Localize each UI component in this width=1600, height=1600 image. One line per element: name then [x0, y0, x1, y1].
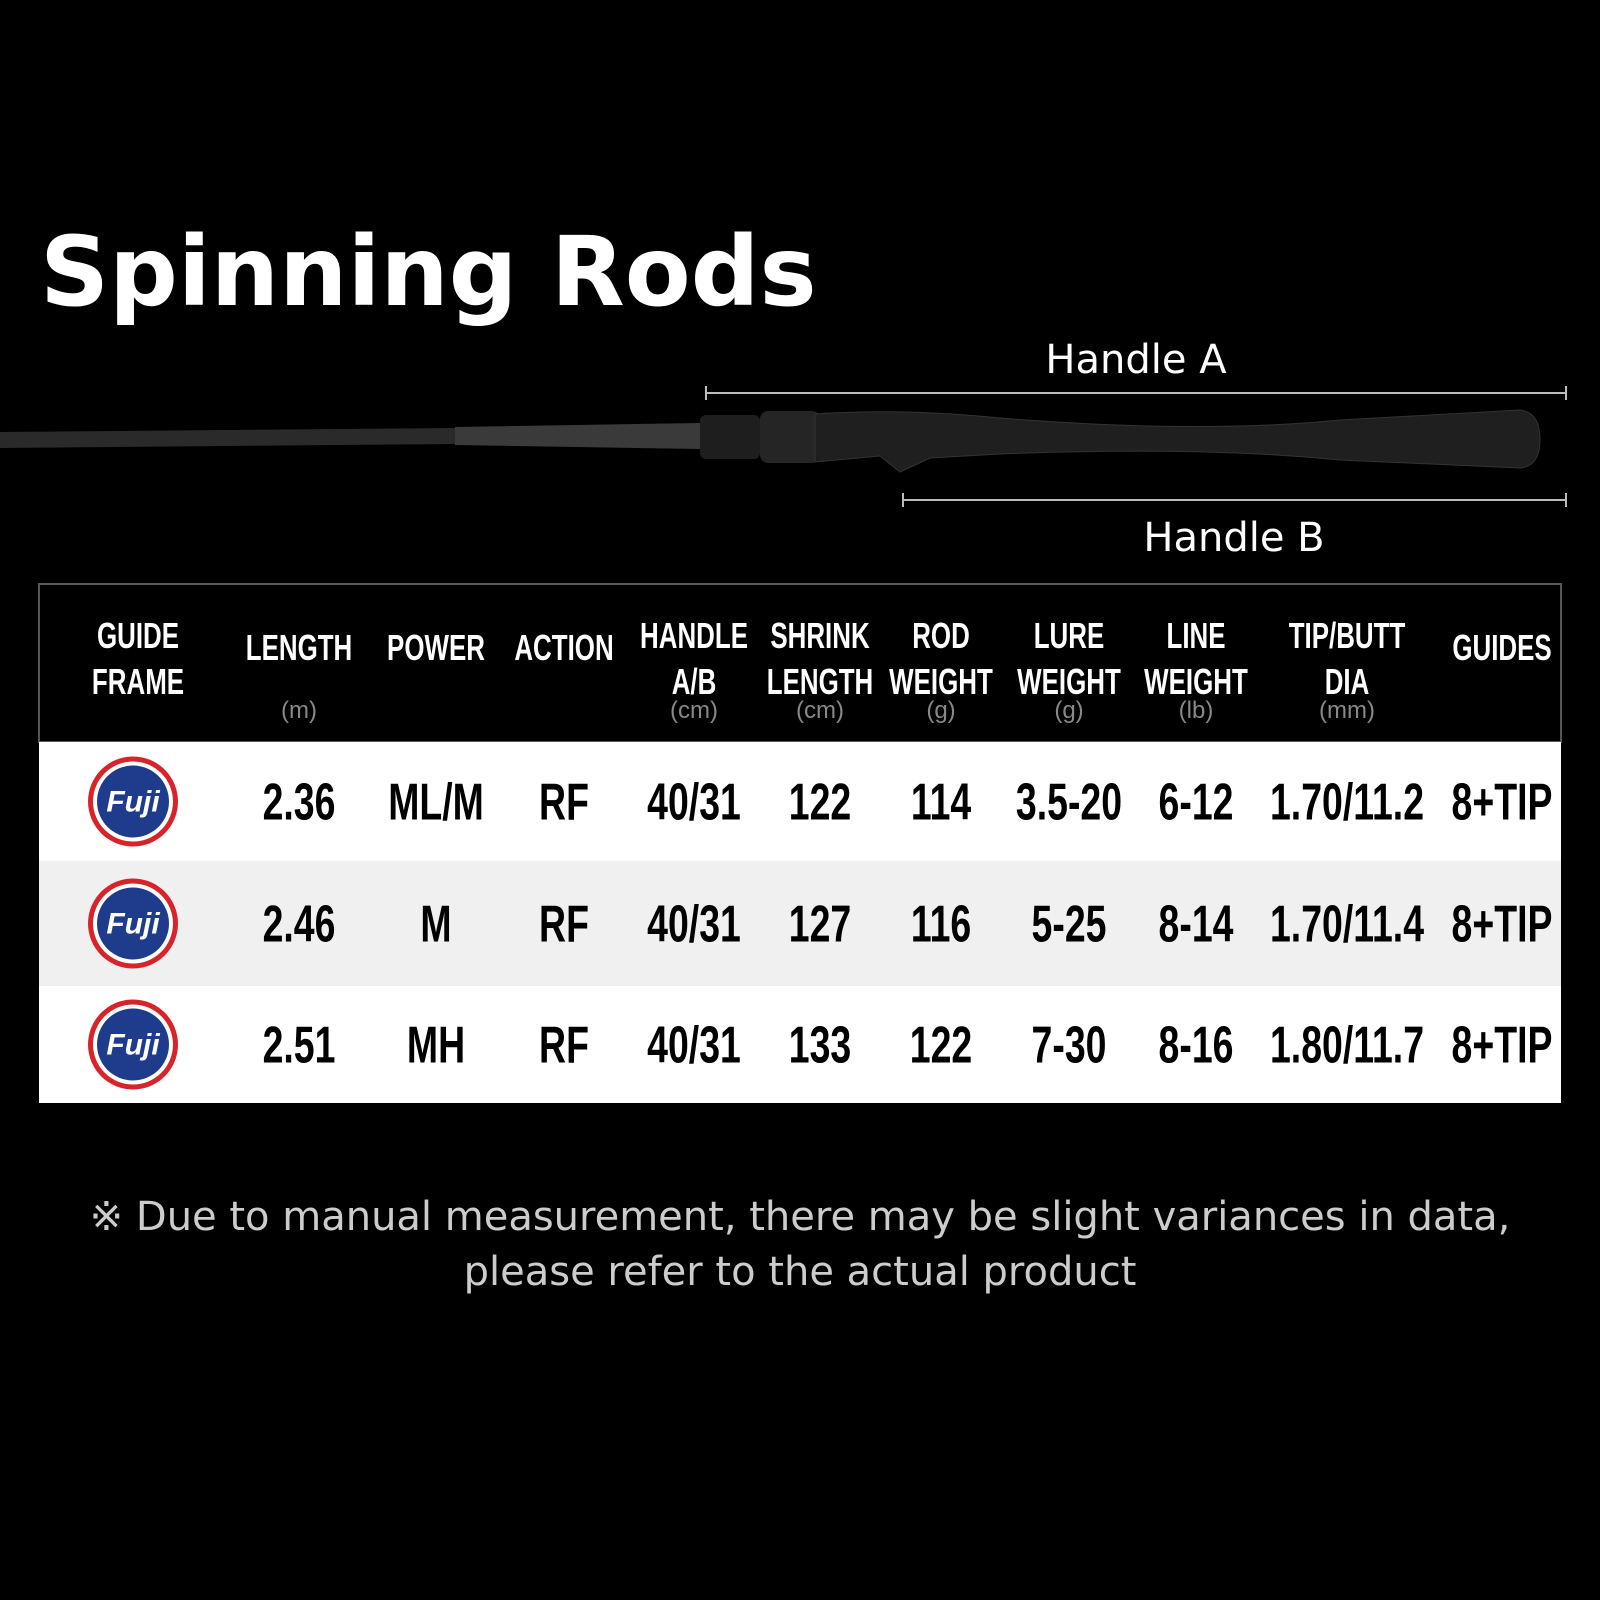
header-label: DIA [1325, 662, 1370, 702]
cell-value: 7-30 [1032, 1015, 1107, 1074]
cell-value: 5-25 [1032, 894, 1107, 953]
header-unit: (lb) [1179, 697, 1214, 724]
handle-b-label: Handle B [1143, 515, 1324, 561]
cell-value: ML/M [388, 772, 484, 831]
logo-disc [97, 765, 169, 838]
cell-value: RF [539, 772, 589, 831]
header-label: LENGTH [767, 662, 874, 702]
header-unit: (g) [926, 697, 955, 724]
rod-blank [0, 428, 460, 448]
header-label: A/B [672, 662, 717, 702]
cell-value: M [420, 894, 451, 953]
table-header [38, 583, 1562, 743]
header-label: HANDLE [640, 616, 748, 656]
rod [0, 409, 1541, 473]
footnote-line: please refer to the actual product [464, 1249, 1137, 1295]
header-label: TIP/BUTT [1289, 616, 1406, 656]
cell-value: MH [407, 1015, 465, 1074]
cell-value: 40/31 [647, 894, 741, 953]
cell-value: 1.70/11.2 [1270, 772, 1424, 831]
cell-value: 40/31 [647, 772, 741, 831]
header-label: WEIGHT [889, 662, 993, 702]
cell-value: 133 [789, 1015, 851, 1074]
header-label: FRAME [92, 662, 184, 702]
dimension-lines [705, 386, 1567, 507]
cell-value: RF [539, 1015, 589, 1074]
reel-seat-nut [700, 415, 760, 459]
header-label: GUIDES [1452, 628, 1551, 668]
cell-value: 40/31 [647, 1015, 741, 1074]
logo-text: Fuji [106, 786, 160, 819]
cell-value: RF [539, 894, 589, 953]
logo-text: Fuji [106, 908, 160, 941]
reel-seat [760, 411, 820, 463]
title: Spinning Rods [40, 216, 817, 328]
cell-value: 1.70/11.4 [1270, 894, 1424, 953]
logo-disc [97, 1008, 169, 1081]
header-label: SHRINK [770, 616, 870, 656]
cell-value: 114 [911, 772, 971, 831]
cell-value: 122 [789, 772, 851, 831]
cell-value: 8-14 [1159, 894, 1234, 953]
header-label: ACTION [514, 628, 613, 668]
table-row [39, 861, 1561, 986]
header-label: ROD [912, 616, 970, 656]
cell-value: 3.5-20 [1016, 772, 1122, 831]
footnote-line: ※ Due to manual measurement, there may b… [90, 1194, 1511, 1240]
header-label: POWER [387, 628, 485, 668]
cell-value: 116 [911, 894, 971, 953]
logo-disc [97, 887, 169, 960]
cell-value: 8+TIP [1452, 772, 1553, 831]
header-label: LINE [1166, 616, 1225, 656]
header-unit: (cm) [796, 697, 844, 724]
header-label: WEIGHT [1017, 662, 1121, 702]
header-label: LENGTH [246, 628, 353, 668]
header-label: GUIDE [97, 616, 179, 656]
cell-value: 2.46 [263, 894, 336, 953]
handle-grip [814, 409, 1541, 473]
cell-value: 6-12 [1159, 772, 1234, 831]
cell-value: 8-16 [1159, 1015, 1234, 1074]
cell-value: 1.80/11.7 [1270, 1015, 1424, 1074]
cell-value: 127 [789, 894, 851, 953]
cell-value: 2.51 [263, 1015, 336, 1074]
table-row [39, 742, 1561, 861]
header-label: WEIGHT [1144, 662, 1248, 702]
cell-value: 8+TIP [1452, 1015, 1553, 1074]
header-label: LURE [1034, 616, 1105, 656]
logo-text: Fuji [106, 1029, 160, 1062]
table-row [39, 986, 1561, 1103]
header-unit: (mm) [1319, 697, 1375, 724]
header-unit: (g) [1054, 697, 1083, 724]
cell-value: 122 [910, 1015, 972, 1074]
handle-a-label: Handle A [1045, 337, 1227, 383]
header-unit: (cm) [670, 697, 718, 724]
cell-value: 2.36 [263, 772, 336, 831]
header-unit: (m) [281, 697, 317, 724]
cell-value: 8+TIP [1452, 894, 1553, 953]
rod-weave [455, 423, 700, 449]
